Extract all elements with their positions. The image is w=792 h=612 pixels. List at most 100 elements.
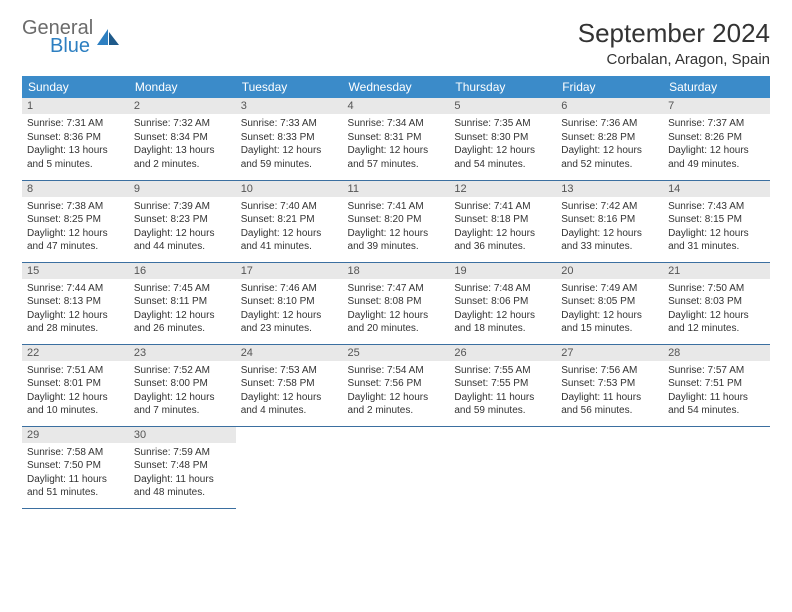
daylight-text: Daylight: 12 hours and 20 minutes. — [348, 309, 445, 336]
sunset-text: Sunset: 7:48 PM — [134, 459, 231, 473]
day-cell: 22Sunrise: 7:51 AMSunset: 8:01 PMDayligh… — [22, 344, 129, 426]
sunrise-text: Sunrise: 7:44 AM — [27, 282, 124, 296]
sunset-text: Sunset: 7:56 PM — [348, 377, 445, 391]
sunrise-text: Sunrise: 7:38 AM — [27, 200, 124, 214]
daylight-text: Daylight: 12 hours and 23 minutes. — [241, 309, 338, 336]
day-number: 6 — [556, 98, 663, 114]
sunset-text: Sunset: 8:26 PM — [668, 131, 765, 145]
day-cell: 27Sunrise: 7:56 AMSunset: 7:53 PMDayligh… — [556, 344, 663, 426]
sunset-text: Sunset: 8:08 PM — [348, 295, 445, 309]
daylight-text: Daylight: 12 hours and 12 minutes. — [668, 309, 765, 336]
sunrise-text: Sunrise: 7:56 AM — [561, 364, 658, 378]
day-number: 13 — [556, 181, 663, 197]
sunrise-text: Sunrise: 7:33 AM — [241, 117, 338, 131]
empty-cell — [449, 426, 556, 508]
daylight-text: Daylight: 11 hours and 48 minutes. — [134, 473, 231, 500]
day-number: 30 — [129, 427, 236, 443]
day-number: 17 — [236, 263, 343, 279]
sunrise-text: Sunrise: 7:43 AM — [668, 200, 765, 214]
daylight-text: Daylight: 12 hours and 52 minutes. — [561, 144, 658, 171]
sunset-text: Sunset: 8:31 PM — [348, 131, 445, 145]
sunset-text: Sunset: 7:53 PM — [561, 377, 658, 391]
sunrise-text: Sunrise: 7:46 AM — [241, 282, 338, 296]
sunset-text: Sunset: 8:25 PM — [27, 213, 124, 227]
sunrise-text: Sunrise: 7:35 AM — [454, 117, 551, 131]
daylight-text: Daylight: 11 hours and 54 minutes. — [668, 391, 765, 418]
month-title: September 2024 — [578, 18, 770, 49]
daylight-text: Daylight: 12 hours and 36 minutes. — [454, 227, 551, 254]
daylight-text: Daylight: 12 hours and 59 minutes. — [241, 144, 338, 171]
logo-word2: Blue — [50, 36, 93, 56]
sunrise-text: Sunrise: 7:32 AM — [134, 117, 231, 131]
logo: General Blue — [22, 18, 121, 56]
sunset-text: Sunset: 8:00 PM — [134, 377, 231, 391]
day-number: 12 — [449, 181, 556, 197]
sunrise-text: Sunrise: 7:49 AM — [561, 282, 658, 296]
sunset-text: Sunset: 8:28 PM — [561, 131, 658, 145]
daylight-text: Daylight: 12 hours and 15 minutes. — [561, 309, 658, 336]
sunset-text: Sunset: 8:21 PM — [241, 213, 338, 227]
day-number: 4 — [343, 98, 450, 114]
sunrise-text: Sunrise: 7:55 AM — [454, 364, 551, 378]
weekday-header: Monday — [129, 76, 236, 98]
day-number: 24 — [236, 345, 343, 361]
sunrise-text: Sunrise: 7:57 AM — [668, 364, 765, 378]
day-number: 16 — [129, 263, 236, 279]
day-number: 8 — [22, 181, 129, 197]
day-cell: 28Sunrise: 7:57 AMSunset: 7:51 PMDayligh… — [663, 344, 770, 426]
sunset-text: Sunset: 8:18 PM — [454, 213, 551, 227]
day-number: 7 — [663, 98, 770, 114]
daylight-text: Daylight: 12 hours and 4 minutes. — [241, 391, 338, 418]
sunset-text: Sunset: 8:05 PM — [561, 295, 658, 309]
sunrise-text: Sunrise: 7:41 AM — [348, 200, 445, 214]
sunrise-text: Sunrise: 7:52 AM — [134, 364, 231, 378]
day-number: 18 — [343, 263, 450, 279]
sunrise-text: Sunrise: 7:58 AM — [27, 446, 124, 460]
day-number: 19 — [449, 263, 556, 279]
day-cell: 6 Sunrise: 7:36 AMSunset: 8:28 PMDaylight… — [556, 98, 663, 180]
day-number: 1 — [22, 98, 129, 114]
sunset-text: Sunset: 8:10 PM — [241, 295, 338, 309]
empty-cell — [343, 426, 450, 508]
header: General Blue September 2024 Corbalan, Ar… — [22, 18, 770, 68]
sunset-text: Sunset: 8:11 PM — [134, 295, 231, 309]
daylight-text: Daylight: 12 hours and 44 minutes. — [134, 227, 231, 254]
sunset-text: Sunset: 7:55 PM — [454, 377, 551, 391]
sunrise-text: Sunrise: 7:34 AM — [348, 117, 445, 131]
calendar-row: 15Sunrise: 7:44 AMSunset: 8:13 PMDayligh… — [22, 262, 770, 344]
sunrise-text: Sunrise: 7:50 AM — [668, 282, 765, 296]
day-number: 9 — [129, 181, 236, 197]
day-cell: 16Sunrise: 7:45 AMSunset: 8:11 PMDayligh… — [129, 262, 236, 344]
calendar-row: 29Sunrise: 7:58 AMSunset: 7:50 PMDayligh… — [22, 426, 770, 508]
weekday-header: Thursday — [449, 76, 556, 98]
day-cell: 3Sunrise: 7:33 AMSunset: 8:33 PMDaylight… — [236, 98, 343, 180]
daylight-text: Daylight: 12 hours and 47 minutes. — [27, 227, 124, 254]
day-cell: 29Sunrise: 7:58 AMSunset: 7:50 PMDayligh… — [22, 426, 129, 508]
sunrise-text: Sunrise: 7:53 AM — [241, 364, 338, 378]
day-cell: 2Sunrise: 7:32 AMSunset: 8:34 PMDaylight… — [129, 98, 236, 180]
sunrise-text: Sunrise: 7:31 AM — [27, 117, 124, 131]
weekday-header-row: Sunday Monday Tuesday Wednesday Thursday… — [22, 76, 770, 98]
empty-cell — [663, 426, 770, 508]
day-cell: 30Sunrise: 7:59 AMSunset: 7:48 PMDayligh… — [129, 426, 236, 508]
daylight-text: Daylight: 11 hours and 59 minutes. — [454, 391, 551, 418]
sunset-text: Sunset: 8:34 PM — [134, 131, 231, 145]
day-cell: 5Sunrise: 7:35 AMSunset: 8:30 PMDaylight… — [449, 98, 556, 180]
day-number: 27 — [556, 345, 663, 361]
daylight-text: Daylight: 12 hours and 10 minutes. — [27, 391, 124, 418]
weekday-header: Saturday — [663, 76, 770, 98]
sunset-text: Sunset: 8:36 PM — [27, 131, 124, 145]
sunset-text: Sunset: 8:16 PM — [561, 213, 658, 227]
day-cell: 4Sunrise: 7:34 AMSunset: 8:31 PMDaylight… — [343, 98, 450, 180]
sunset-text: Sunset: 7:50 PM — [27, 459, 124, 473]
sunrise-text: Sunrise: 7:36 AM — [561, 117, 658, 131]
daylight-text: Daylight: 12 hours and 31 minutes. — [668, 227, 765, 254]
daylight-text: Daylight: 13 hours and 5 minutes. — [27, 144, 124, 171]
sunset-text: Sunset: 8:20 PM — [348, 213, 445, 227]
day-cell: 13Sunrise: 7:42 AMSunset: 8:16 PMDayligh… — [556, 180, 663, 262]
day-cell: 1 Sunrise: 7:31 AMSunset: 8:36 PMDaylight… — [22, 98, 129, 180]
day-cell: 15Sunrise: 7:44 AMSunset: 8:13 PMDayligh… — [22, 262, 129, 344]
empty-cell — [236, 426, 343, 508]
daylight-text: Daylight: 12 hours and 18 minutes. — [454, 309, 551, 336]
day-cell: 9Sunrise: 7:39 AMSunset: 8:23 PMDaylight… — [129, 180, 236, 262]
